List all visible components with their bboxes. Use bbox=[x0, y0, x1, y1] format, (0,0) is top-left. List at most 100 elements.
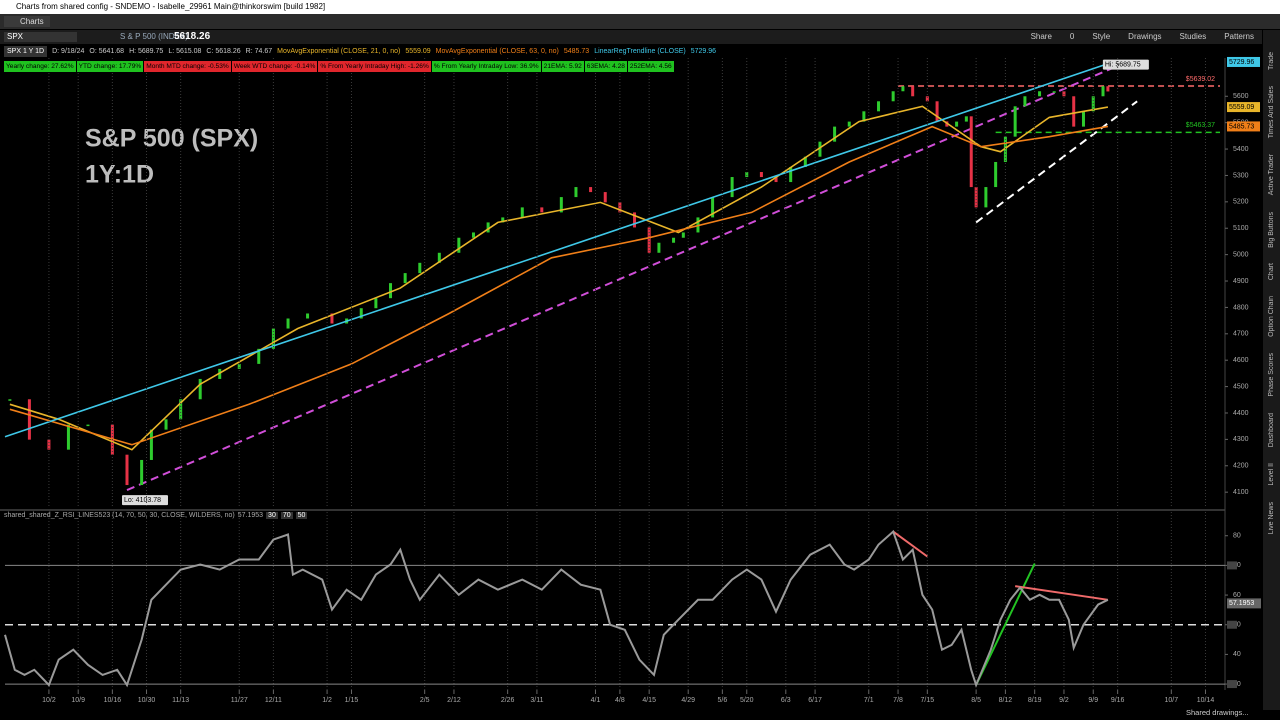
candle bbox=[520, 207, 524, 218]
x-tick-label: 10/7 bbox=[1165, 697, 1179, 704]
candle bbox=[257, 348, 261, 364]
candle bbox=[730, 177, 734, 198]
y-tick-label: 40 bbox=[1233, 651, 1241, 658]
candle bbox=[47, 439, 51, 450]
candle bbox=[359, 308, 363, 319]
x-tick-label: 4/1 bbox=[591, 697, 601, 704]
toolbar-button[interactable]: Style bbox=[1092, 32, 1111, 41]
study-line: SPX 1 Y 1D D: 9/18/24 O: 5641.68 H: 5689.7… bbox=[4, 46, 716, 57]
candle bbox=[501, 217, 505, 223]
candle bbox=[125, 454, 129, 486]
x-tick-label: 7/8 bbox=[893, 697, 903, 704]
y-tick-label: 4100 bbox=[1233, 489, 1249, 496]
candle bbox=[66, 424, 70, 450]
candle bbox=[759, 172, 763, 178]
x-tick-label: 4/29 bbox=[681, 697, 695, 704]
tab-bar: Charts bbox=[0, 14, 1280, 29]
toolbar-button[interactable]: Studies bbox=[1179, 32, 1207, 41]
candle bbox=[803, 156, 807, 168]
trend-drawing bbox=[126, 64, 1119, 491]
side-tab[interactable]: Big Buttons bbox=[1268, 211, 1275, 248]
candle bbox=[149, 429, 153, 460]
candle bbox=[1072, 96, 1076, 127]
annotation-label: Hi: 5689.75 bbox=[1105, 61, 1141, 68]
side-tab[interactable]: Option Chain bbox=[1268, 296, 1275, 338]
stat-chip: YTD change: 17.79% bbox=[76, 61, 144, 72]
candle bbox=[955, 121, 959, 127]
candle bbox=[1101, 86, 1105, 97]
current-label: 57.1953 bbox=[1229, 600, 1254, 607]
level: 30 bbox=[266, 512, 278, 519]
candle bbox=[603, 192, 607, 203]
candle bbox=[140, 459, 144, 486]
x-tick-label: 10/30 bbox=[138, 697, 156, 704]
side-tab[interactable]: Phase Scores bbox=[1268, 353, 1275, 397]
candle bbox=[1003, 136, 1007, 162]
candle bbox=[925, 96, 929, 102]
y-tick-label: 5200 bbox=[1233, 199, 1249, 206]
overlay-title: S&P 500 (SPX) bbox=[85, 125, 258, 153]
candle bbox=[471, 232, 475, 238]
side-tab[interactable]: Times And Sales bbox=[1268, 86, 1275, 139]
stat-chip: % From Yearly Intraday High: -1.26% bbox=[318, 61, 431, 72]
candle bbox=[559, 197, 563, 213]
trend-drawing bbox=[975, 563, 1036, 686]
y-tick-label: 5000 bbox=[1233, 251, 1249, 258]
trend-drawing bbox=[892, 530, 928, 558]
sidebar: Trade Times And Sales Active Trader Big But… bbox=[1263, 30, 1280, 710]
candle bbox=[1038, 91, 1042, 97]
candle bbox=[306, 313, 310, 319]
tab[interactable]: Charts bbox=[4, 16, 50, 27]
x-tick-label: 4/15 bbox=[642, 697, 656, 704]
period[interactable]: SPX 1 Y 1D bbox=[4, 46, 48, 57]
hline-label: $5639.02 bbox=[1186, 76, 1215, 83]
candle bbox=[286, 318, 290, 329]
x-tick-label: 8/19 bbox=[1028, 697, 1042, 704]
y-tick-label: 5400 bbox=[1233, 146, 1249, 153]
annotation-box bbox=[1102, 59, 1149, 70]
rsi-value: 57.1953 bbox=[237, 512, 264, 519]
x-tick-label: 5/6 bbox=[717, 697, 727, 704]
side-tab[interactable]: Trade bbox=[1268, 52, 1275, 71]
candle bbox=[1106, 86, 1110, 92]
side-tab[interactable]: Level II bbox=[1268, 463, 1275, 486]
toolbar-button[interactable]: Share bbox=[1030, 32, 1052, 41]
study-name: shared_shared_Z_RSI_LINES523 (14, 70, 50… bbox=[4, 512, 235, 519]
candle bbox=[8, 399, 12, 401]
candle bbox=[877, 101, 881, 112]
candle bbox=[237, 363, 241, 369]
candle bbox=[540, 207, 544, 213]
side-tab[interactable]: Chart bbox=[1268, 263, 1275, 281]
ohlc-item: H: 5689.75 bbox=[129, 48, 164, 55]
x-tick-label: 10/16 bbox=[104, 697, 122, 704]
x-tick-label: 10/9 bbox=[71, 697, 85, 704]
last-price: 5618.26 bbox=[174, 31, 211, 42]
side-tab[interactable]: Dashboard bbox=[1268, 412, 1275, 448]
current-box bbox=[1227, 598, 1261, 609]
stat-chip: Yearly change: 27.62% bbox=[4, 61, 76, 72]
toolbar: SPX S & P 500 (INDEX) 5618.26 Share 0 Styl… bbox=[0, 30, 1262, 44]
level-box bbox=[1227, 620, 1237, 629]
side-tab[interactable]: Live News bbox=[1268, 501, 1275, 535]
ohlc-item: O: 5641.68 bbox=[89, 48, 125, 55]
annotation-label: Lo: 4103.78 bbox=[124, 497, 161, 504]
overlay-subtitle: 1Y:1D bbox=[85, 161, 154, 189]
y-tick-label: 4200 bbox=[1233, 463, 1249, 470]
series-line bbox=[9, 105, 1109, 451]
footer[interactable]: Shared drawings... bbox=[1186, 708, 1249, 717]
series-line bbox=[4, 61, 1114, 438]
candle bbox=[891, 91, 895, 102]
y-tick-label: 5100 bbox=[1233, 225, 1249, 232]
stat-chip: 21EMA: 5.92 bbox=[541, 61, 584, 72]
toolbar-button[interactable]: 0 bbox=[1069, 32, 1075, 41]
window-title: Charts from shared config - SNDEMO - Isa… bbox=[0, 0, 1280, 14]
series-line bbox=[4, 529, 1109, 688]
x-tick-label: 9/16 bbox=[1111, 697, 1125, 704]
symbol-box[interactable]: SPX bbox=[4, 32, 77, 42]
study-value: 5559.09 bbox=[405, 48, 431, 55]
candle bbox=[818, 141, 822, 157]
candle bbox=[745, 172, 749, 178]
toolbar-button[interactable]: Drawings bbox=[1128, 32, 1162, 41]
side-tab[interactable]: Active Trader bbox=[1268, 154, 1275, 196]
toolbar-button[interactable]: Patterns bbox=[1224, 32, 1254, 41]
